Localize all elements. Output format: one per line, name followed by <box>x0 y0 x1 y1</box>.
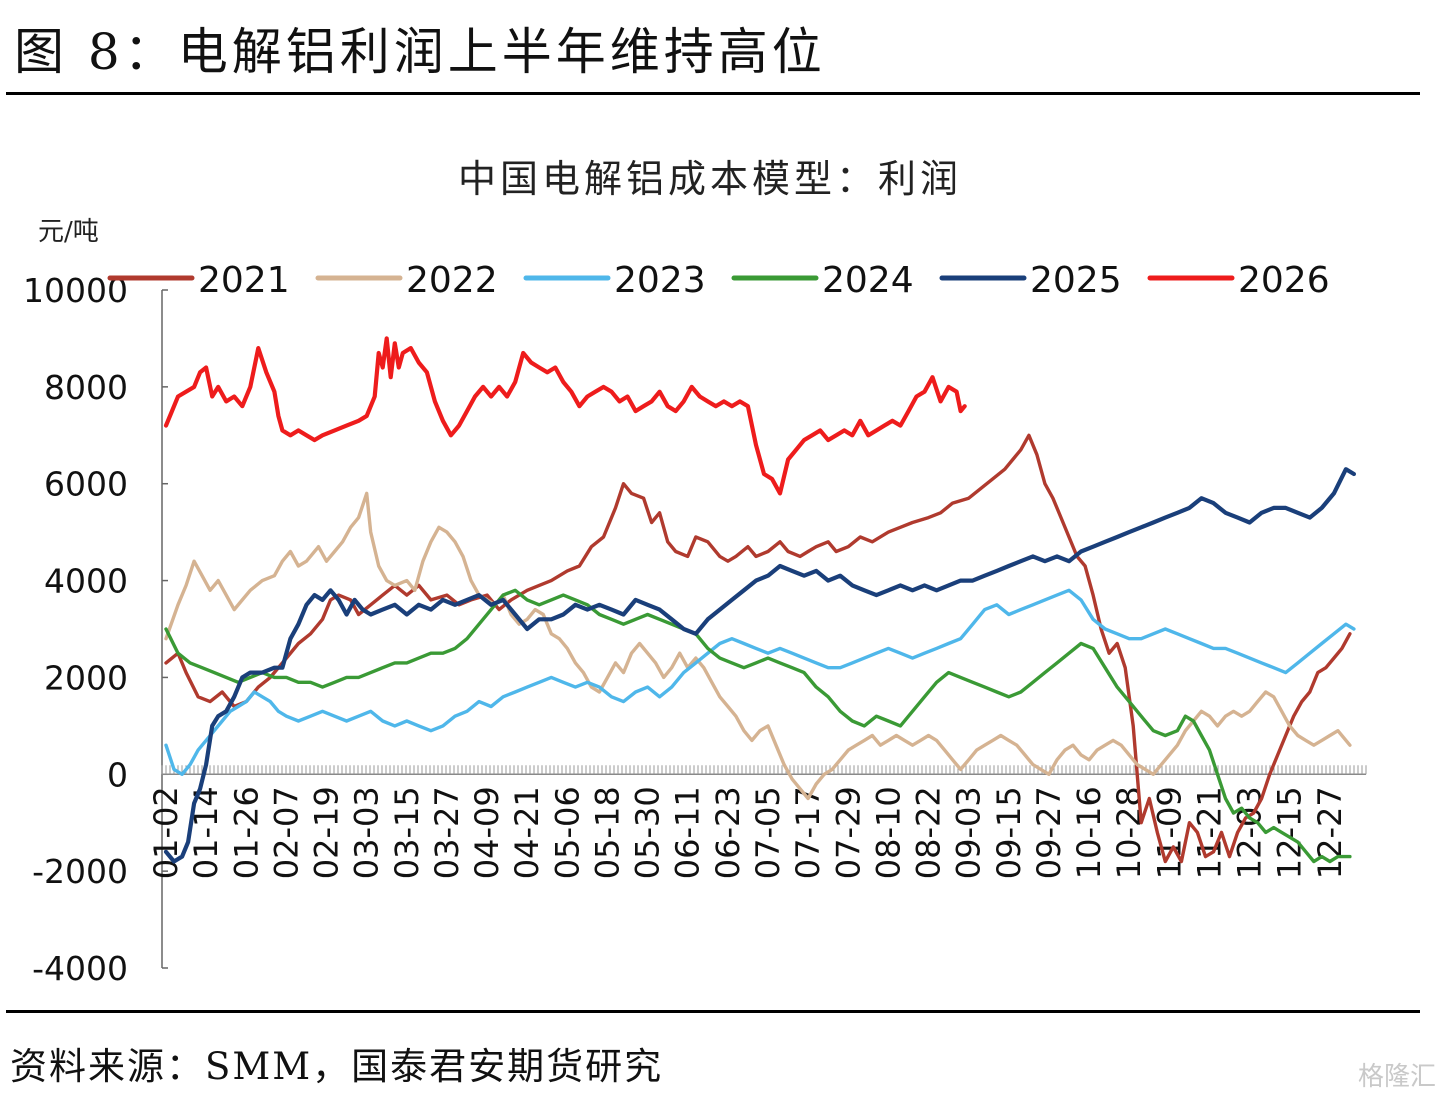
source-note: 资料来源：SMM，国泰君安期货研究 <box>10 1036 663 1090</box>
series-line-2024 <box>164 588 1352 864</box>
x-tick-label: 07-17 <box>789 786 827 879</box>
x-tick-label: 07-05 <box>749 786 787 879</box>
x-tick-label: 06-11 <box>669 786 707 879</box>
x-tick-label: 09-27 <box>1030 786 1068 879</box>
source-text: 资料来源：SMM，国泰君安期货研究 <box>10 1045 664 1088</box>
x-tick-label: 04-21 <box>508 786 546 879</box>
bottom-rule <box>6 1010 1420 1013</box>
y-tick-label: 0 <box>107 755 128 794</box>
legend-label-2021: 2021 <box>198 260 290 301</box>
y-tick-label: 2000 <box>44 658 128 697</box>
x-tick-label: 02-19 <box>308 786 346 879</box>
x-tick-label: 01-26 <box>227 786 265 879</box>
x-tick-label: 07-29 <box>829 786 867 879</box>
x-tick-label: 01-14 <box>187 786 225 879</box>
y-axis-unit: 元/吨 <box>38 217 99 247</box>
x-tick-label: 09-03 <box>950 786 988 879</box>
top-rule <box>6 92 1420 95</box>
x-tick-label: 06-23 <box>709 786 747 879</box>
legend-label-2026: 2026 <box>1238 260 1330 301</box>
x-tick-label: 08-10 <box>869 786 907 879</box>
x-tick-label: 05-30 <box>629 786 667 879</box>
x-tick-label: 09-15 <box>990 786 1028 879</box>
x-tick-label: 08-22 <box>910 786 948 879</box>
series-line-2026 <box>163 336 967 496</box>
legend-label-2022: 2022 <box>406 260 498 301</box>
y-tick-label: 6000 <box>44 465 128 504</box>
figure-title: 图 8：电解铝利润上半年维持高位 <box>14 23 826 81</box>
chart-title: 中国电解铝成本模型：利润 <box>458 157 962 201</box>
y-tick-label: -2000 <box>32 852 128 891</box>
x-tick-label: 10-16 <box>1070 786 1108 879</box>
y-tick-label: 8000 <box>44 368 128 407</box>
x-tick-label: 01-02 <box>147 786 185 879</box>
y-tick-label: -4000 <box>32 949 128 988</box>
legend-label-2023: 2023 <box>614 260 706 301</box>
x-tick-label: 05-18 <box>588 786 626 879</box>
corner-watermark: 格隆汇 <box>1357 1062 1436 1092</box>
legend-label-2024: 2024 <box>822 260 914 301</box>
x-tick-label: 05-06 <box>548 786 586 879</box>
x-tick-label: 03-03 <box>348 786 386 879</box>
legend-label-2025: 2025 <box>1030 260 1122 301</box>
x-tick-label: 12-27 <box>1311 786 1349 879</box>
x-tick-label: 02-07 <box>267 786 305 879</box>
series-line-2023 <box>164 588 1356 776</box>
x-tick-label: 10-28 <box>1110 786 1148 879</box>
series-line-2022 <box>164 491 1352 801</box>
legend: 2021 2022 2023 2024 2025 2026 <box>107 260 1330 301</box>
x-tick-label: 03-15 <box>388 786 426 879</box>
series-layer <box>163 336 1357 864</box>
x-tick-label: 12-15 <box>1271 786 1309 879</box>
x-tick-label: 04-09 <box>468 786 506 879</box>
y-tick-label: 4000 <box>44 562 128 601</box>
series-line-2021 <box>164 433 1352 864</box>
series-line-2025 <box>163 467 1357 864</box>
x-tick-label: 03-27 <box>428 786 466 879</box>
